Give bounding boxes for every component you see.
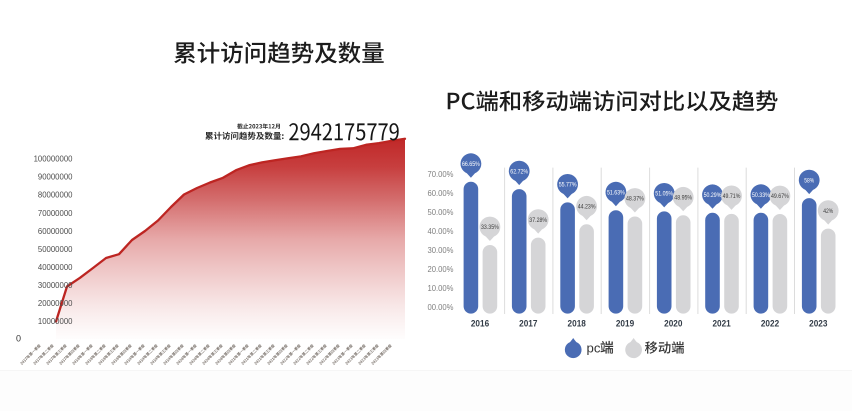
svg-text:20.00%: 20.00% xyxy=(428,264,455,274)
svg-text:55.77%: 55.77% xyxy=(559,183,577,189)
svg-text:00.00%: 00.00% xyxy=(428,302,455,312)
svg-text:48.95%: 48.95% xyxy=(674,196,692,202)
svg-text:44.23%: 44.23% xyxy=(578,205,596,211)
svg-text:40.00%: 40.00% xyxy=(428,226,455,236)
svg-text:60000000: 60000000 xyxy=(38,226,73,236)
svg-text:50000000: 50000000 xyxy=(38,244,73,254)
svg-text:2016: 2016 xyxy=(471,319,489,330)
svg-text:2017: 2017 xyxy=(519,319,537,330)
svg-text:2019: 2019 xyxy=(616,319,634,330)
svg-text:62.72%: 62.72% xyxy=(510,169,528,175)
svg-text:66.65%: 66.65% xyxy=(462,162,480,168)
svg-text:51.63%: 51.63% xyxy=(607,190,625,196)
svg-text:100000000: 100000000 xyxy=(34,154,73,164)
svg-text:40000000: 40000000 xyxy=(38,262,73,272)
svg-text:51.05%: 51.05% xyxy=(655,192,673,198)
svg-text:58%: 58% xyxy=(804,178,815,184)
svg-text:49.71%: 49.71% xyxy=(723,194,741,200)
svg-text:33.35%: 33.35% xyxy=(481,225,499,231)
svg-text:2020: 2020 xyxy=(664,319,682,330)
svg-text:48.37%: 48.37% xyxy=(626,197,644,203)
svg-text:20000000: 20000000 xyxy=(38,298,73,308)
svg-text:2018: 2018 xyxy=(568,319,586,330)
svg-text:2023: 2023 xyxy=(809,319,827,330)
svg-text:37.28%: 37.28% xyxy=(529,218,547,224)
svg-text:90000000: 90000000 xyxy=(38,172,73,182)
svg-text:49.67%: 49.67% xyxy=(771,194,789,200)
svg-text:50.00%: 50.00% xyxy=(428,207,455,217)
svg-text:42%: 42% xyxy=(823,209,834,215)
svg-text:10.00%: 10.00% xyxy=(428,283,455,293)
svg-text:50.33%: 50.33% xyxy=(752,193,770,199)
svg-text:80000000: 80000000 xyxy=(38,190,73,200)
svg-text:30.00%: 30.00% xyxy=(428,245,455,255)
svg-text:10000000: 10000000 xyxy=(38,316,73,326)
svg-text:70000000: 70000000 xyxy=(38,208,73,218)
svg-text:0: 0 xyxy=(16,334,21,344)
svg-text:2022: 2022 xyxy=(761,319,779,330)
svg-text:2021: 2021 xyxy=(712,319,731,330)
svg-text:pc: pc xyxy=(587,341,601,356)
svg-text:70.00%: 70.00% xyxy=(428,169,455,179)
svg-text:50.29%: 50.29% xyxy=(704,193,722,199)
svg-text:30000000: 30000000 xyxy=(38,280,73,290)
svg-text:60.00%: 60.00% xyxy=(428,188,455,198)
